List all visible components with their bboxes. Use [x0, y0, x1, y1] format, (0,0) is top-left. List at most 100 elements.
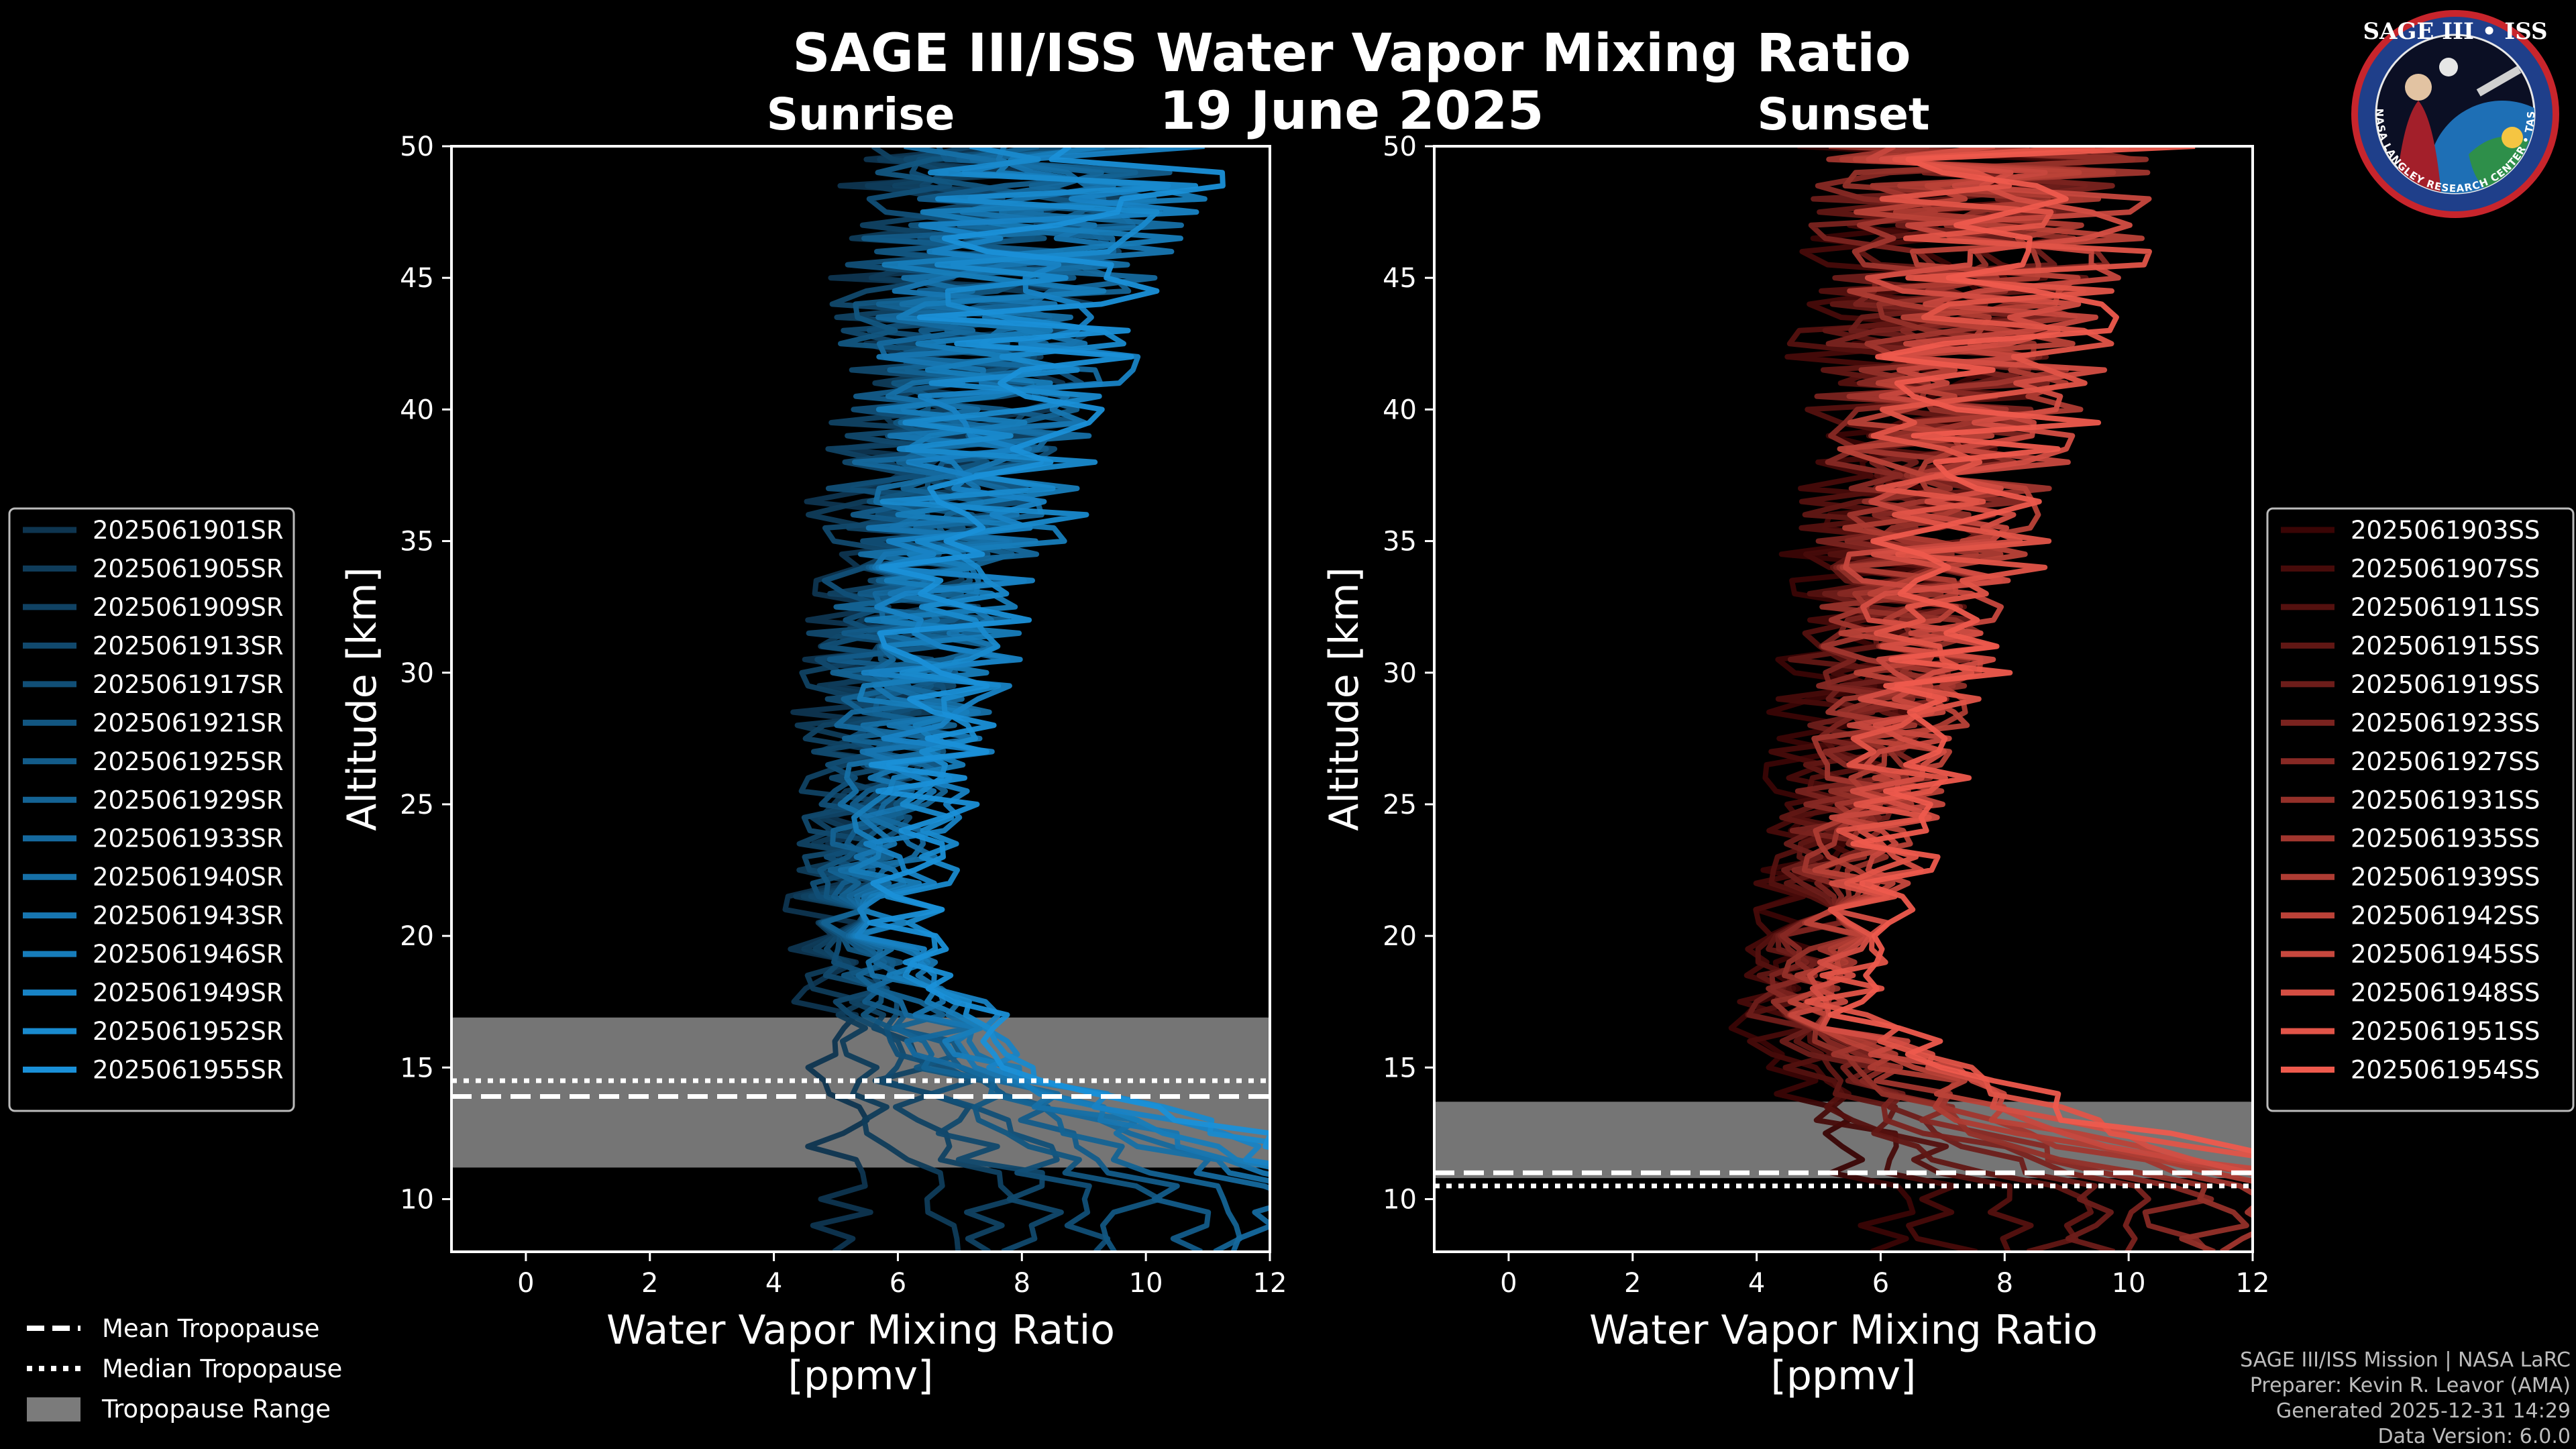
x-tick-label: 2 [1624, 1268, 1641, 1299]
logo-sun [2502, 127, 2523, 148]
tropopause-range-label: Tropopause Range [101, 1395, 331, 1424]
profile-line-2025061907SS [1737, 146, 2070, 1252]
panel-title-0: Sunrise [767, 89, 955, 140]
legend-entry: 2025061935SS [2351, 824, 2540, 853]
y-tick-label: 50 [400, 131, 434, 162]
profile-line-2025061946SR [848, 146, 1270, 1170]
median-tropopause-label: Median Tropopause [102, 1354, 342, 1383]
y-tick-label: 45 [1383, 263, 1417, 294]
legend-entry: 2025061911SS [2351, 593, 2540, 622]
plot-area-0 [451, 146, 1270, 1252]
x-tick-label: 8 [1996, 1268, 2013, 1299]
y-tick-label: 35 [1383, 527, 1417, 557]
x-tick-label: 6 [890, 1268, 906, 1299]
legend-entry: 2025061955SR [93, 1056, 284, 1085]
x-axis-label-line: Water Vapor Mixing Ratio [1589, 1307, 2098, 1354]
legend-entry: 2025061931SS [2351, 786, 2540, 814]
x-tick-label: 4 [1748, 1268, 1765, 1299]
axes-frame-0 [450, 145, 1271, 1253]
legend-entry: 2025061952SR [93, 1017, 284, 1046]
legend-entry: 2025061923SS [2351, 708, 2540, 737]
logo-continent [2469, 136, 2529, 193]
legend-entry: 2025061927SS [2351, 747, 2540, 776]
x-axis-label-line: Water Vapor Mixing Ratio [606, 1307, 1115, 1354]
x-axis-label-line: [ppmv] [788, 1352, 934, 1399]
x-tick-label: 10 [2112, 1268, 2146, 1299]
profile-line-2025061931SS [1770, 146, 2249, 1252]
tropopause-range-swatch [27, 1397, 80, 1421]
sunrise-panel: Sunrise 0 2 4 6 8 10 12 10 15 20 25 30 35 40 45 50 Water … [339, 89, 1287, 1399]
mean-tropopause-label: Mean Tropopause [102, 1314, 320, 1343]
x-axis-label: Water Vapor Mixing Ratio [ppmv] [1589, 1307, 2098, 1399]
legend-entry: 2025061909SR [93, 593, 284, 622]
profile-line-2025061913SR [801, 146, 1122, 1252]
y-axis-label: Altitude [km] [1321, 567, 1368, 831]
tropopause-range-band [451, 1017, 1270, 1168]
legend-entry: 2025061907SS [2351, 554, 2540, 583]
credits: SAGE III/ISS Mission | NASA LaRC Prepare… [2240, 1348, 2571, 1448]
legend-frame [8, 507, 295, 1112]
profile-line-2025061929SR [821, 146, 1243, 1252]
y-tick-label: 15 [400, 1053, 434, 1083]
legend-entry: 2025061925SR [93, 747, 284, 776]
credit-preparer: Preparer: Kevin R. Leavor (AMA) [2250, 1374, 2571, 1397]
profile-line-2025061955SR [867, 146, 1270, 1150]
y-tick-label: 45 [400, 263, 434, 294]
y-tick-label: 30 [400, 658, 434, 689]
y-tick-label: 20 [400, 921, 434, 952]
legend-entry: 2025061945SS [2351, 940, 2540, 969]
y-tick-label: 10 [1383, 1185, 1417, 1216]
x-tick-label: 10 [1129, 1268, 1163, 1299]
axes-frame-1 [1433, 145, 2254, 1253]
legend-entry: 2025061942SS [2351, 902, 2540, 930]
x-tick-label: 2 [641, 1268, 658, 1299]
legend-entry: 2025061946SR [93, 940, 284, 969]
x-tick-label: 4 [765, 1268, 782, 1299]
legend-entry: 2025061921SR [93, 708, 284, 737]
x-tick-label: 6 [1872, 1268, 1889, 1299]
y-tick-label: 35 [400, 527, 434, 557]
sunset-panel: Sunset 0 2 4 6 8 10 12 10 15 20 25 30 35 40 45 50 Water V… [1321, 89, 2270, 1399]
y-tick-label: 15 [1383, 1053, 1417, 1083]
credit-data-version: Data Version: 6.0.0 [2378, 1425, 2571, 1448]
legend-entry: 2025061903SS [2351, 516, 2540, 545]
legend-entry: 2025061905SR [93, 554, 284, 583]
legend-frame [2266, 507, 2575, 1112]
x-tick-label: 0 [517, 1268, 534, 1299]
logo-figure-head [2405, 74, 2432, 101]
sunset-legend: 2025061903SS 2025061907SS 2025061911SS 2025… [2266, 507, 2575, 1112]
legend-entry: 2025061929SR [93, 786, 284, 814]
profile-line-2025061945SS [1788, 146, 2253, 1171]
x-tick-label: 12 [2236, 1268, 2270, 1299]
legend-entry: 2025061951SS [2351, 1017, 2540, 1046]
y-tick-label: 25 [1383, 790, 1417, 820]
figure-date: 19 June 2025 [1160, 81, 1544, 142]
credit-generated: Generated 2025-12-31 14:29 [2276, 1399, 2571, 1423]
legend-entry: 2025061949SR [93, 979, 284, 1008]
legend-entry: 2025061940SR [93, 863, 284, 892]
x-tick-label: 12 [1253, 1268, 1287, 1299]
y-tick-label: 50 [1383, 131, 1417, 162]
legend-entry: 2025061943SR [93, 902, 284, 930]
y-tick-label: 20 [1383, 921, 1417, 952]
y-tick-label: 40 [1383, 394, 1417, 425]
y-tick-label: 10 [400, 1185, 434, 1216]
profile-line-2025061933SR [834, 146, 1270, 1252]
figure-title: SAGE III/ISS Water Vapor Mixing Ratio [792, 23, 1911, 84]
legend-entry: 2025061933SR [93, 824, 284, 853]
legend-entry: 2025061939SS [2351, 863, 2540, 892]
y-tick-label: 30 [1383, 658, 1417, 689]
profile-line-2025061954SS [1827, 146, 2253, 1155]
logo-moon [2439, 58, 2458, 76]
legend-entry: 2025061919SS [2351, 670, 2540, 699]
credit-mission: SAGE III/ISS Mission | NASA LaRC [2240, 1348, 2571, 1372]
sage-logo: SAGE III • ISS BALL • NASA LANGLEY RESEA… [2351, 10, 2559, 218]
x-axis-label: Water Vapor Mixing Ratio [ppmv] [606, 1307, 1115, 1399]
legend-entry: 2025061948SS [2351, 979, 2540, 1008]
x-axis-label-line: [ppmv] [1771, 1352, 1917, 1399]
y-tick-label: 25 [400, 790, 434, 820]
logo-title: SAGE III • ISS [2363, 18, 2547, 45]
profile-line-2025061949SR [854, 146, 1270, 1167]
panel-title-1: Sunset [1757, 89, 1929, 140]
